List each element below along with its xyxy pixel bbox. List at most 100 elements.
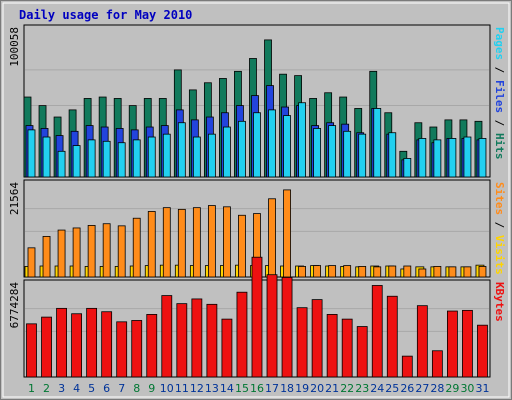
bar-pages-19 [298,102,306,178]
kbytes-legend: KBytes [493,282,506,322]
day-label-30: 30 [460,382,474,395]
legend-entry-visits: Visits [493,235,506,275]
day-label-2: 2 [43,382,50,395]
bar-sites-28 [433,266,442,278]
bar-kbytes-17 [266,274,278,378]
bar-kbytes-18 [281,276,293,378]
bar-kbytes-7 [116,321,128,378]
day-label-13: 13 [205,382,219,395]
bar-pages-3 [57,150,66,178]
legend-entry-hits: Hits [493,133,506,160]
legend-separator: / [493,113,506,133]
bar-sites-10 [162,207,171,278]
bar-sites-17 [268,198,276,278]
bar-pages-4 [72,145,81,178]
legend-entry-files: Files [493,80,506,113]
visits-sites-legend: Sites / Visits [493,182,506,275]
bar-sites-5 [87,225,96,278]
bar-sites-30 [463,266,472,278]
bar-pages-12 [192,136,201,178]
day-label-21: 21 [325,382,339,395]
hits-files-pages-panel: 100058 Pages / Files / Hits [8,24,506,178]
bar-kbytes-16 [251,256,263,378]
bar-kbytes-20 [311,299,323,378]
bar-kbytes-4 [71,313,82,378]
hits-files-pages-legend: Pages / Files / Hits [493,27,506,160]
bar-pages-18 [283,115,291,178]
day-axis-labels: 1 2 3 4 5 6 7 8 9 10 11 12 13 14 15 16 17 18 19 20 21 22 23 24 2… [28,382,489,395]
hits-files-pages-max-label: 100058 [8,27,21,67]
bar-sites-29 [448,266,457,278]
day-label-20: 20 [310,382,324,395]
bar-kbytes-15 [236,291,248,378]
bar-sites-7 [117,225,126,278]
day-label-31: 31 [475,382,489,395]
bar-sites-4 [72,227,81,278]
legend-separator: / [493,215,506,235]
bar-kbytes-8 [131,320,143,378]
bar-kbytes-2 [41,316,52,378]
bar-pages-10 [162,133,171,178]
day-label-27: 27 [415,382,429,395]
bar-pages-16 [253,112,261,178]
bar-sites-1 [27,247,36,278]
bar-pages-29 [448,138,457,178]
day-label-14: 14 [220,382,234,395]
bar-sites-3 [57,229,66,278]
bar-pages-17 [268,109,276,178]
legend-entry-kbytes: KBytes [493,282,506,322]
bar-pages-8 [132,139,141,178]
day-label-16: 16 [250,382,264,395]
bar-sites-14 [223,206,231,278]
bar-pages-7 [117,142,126,178]
day-label-17: 17 [265,382,279,395]
day-label-26: 26 [400,382,414,395]
bar-sites-24 [373,266,382,278]
day-label-7: 7 [118,382,125,395]
bar-sites-19 [298,266,306,278]
bar-kbytes-26 [401,355,413,378]
bar-kbytes-29 [447,310,458,378]
bar-kbytes-1 [26,323,37,378]
legend-entry-sites: Sites [493,182,506,215]
bar-pages-26 [403,158,412,178]
bar-sites-11 [177,208,186,278]
bar-sites-27 [418,268,427,278]
bar-kbytes-22 [341,318,353,378]
day-label-29: 29 [445,382,459,395]
bar-kbytes-31 [477,324,488,378]
bar-kbytes-27 [416,305,428,378]
bar-sites-22 [343,265,352,278]
bar-sites-15 [238,214,246,278]
bar-kbytes-24 [371,285,383,378]
day-label-23: 23 [355,382,369,395]
kbytes-max-label: 6774284 [8,282,21,329]
bar-kbytes-10 [161,295,173,378]
bar-sites-2 [42,236,51,278]
bar-kbytes-21 [326,314,338,378]
bar-pages-23 [358,133,367,178]
visits-sites-max-label: 21564 [8,182,21,215]
bar-kbytes-25 [386,295,398,378]
bar-kbytes-28 [431,350,443,378]
bar-kbytes-23 [356,326,368,378]
day-label-15: 15 [235,382,249,395]
legend-separator: / [493,60,506,80]
bar-sites-12 [192,207,201,278]
day-label-25: 25 [385,382,399,395]
kbytes-panel: 6774284 KBytes [8,256,506,378]
bar-pages-14 [223,126,231,178]
day-label-24: 24 [370,382,384,395]
bar-sites-20 [313,265,322,278]
bar-pages-27 [418,138,427,178]
bar-pages-2 [42,136,51,178]
bar-sites-31 [478,266,487,278]
day-label-22: 22 [340,382,354,395]
legend-entry-pages: Pages [493,27,506,60]
bar-pages-5 [87,139,96,178]
bar-sites-9 [147,211,156,278]
bar-pages-31 [478,138,487,178]
bar-pages-22 [343,130,352,178]
day-label-28: 28 [430,382,444,395]
